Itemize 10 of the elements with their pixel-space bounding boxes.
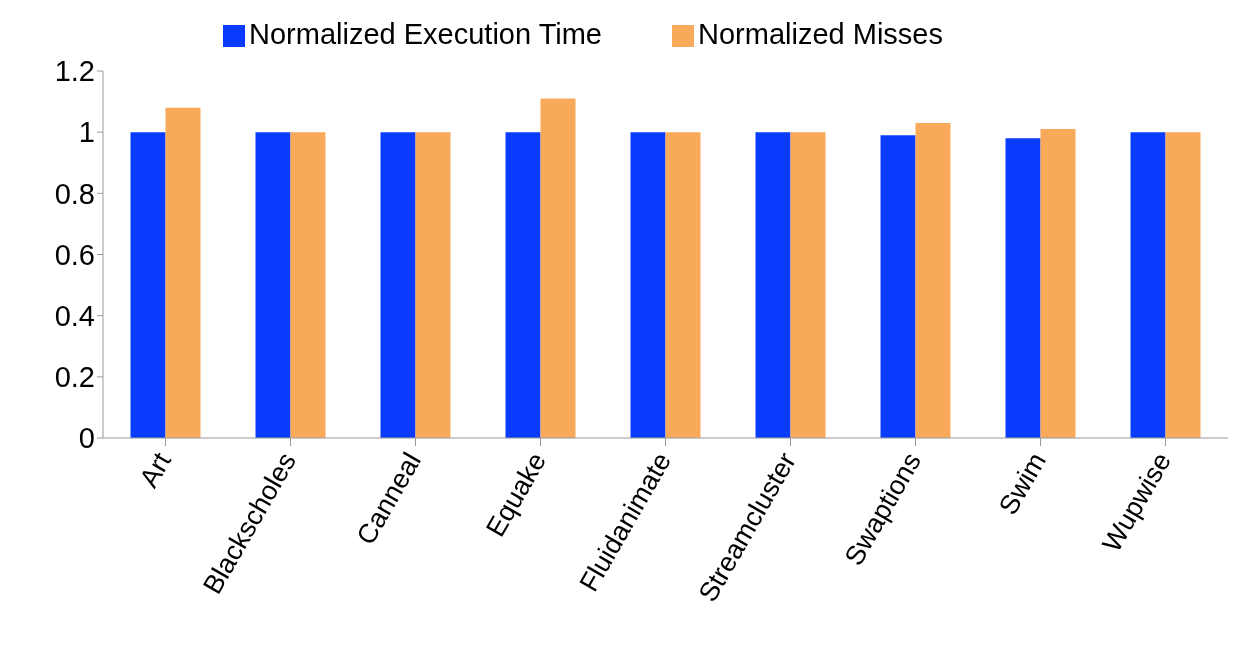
x-tick-label: Art xyxy=(133,447,178,493)
legend-label: Normalized Misses xyxy=(698,18,943,50)
y-tick-label: 1 xyxy=(78,116,95,149)
y-tick-label: 0.8 xyxy=(54,177,95,210)
y-tick-label: 0 xyxy=(78,422,95,455)
legend-label: Normalized Execution Time xyxy=(249,18,603,50)
y-tick-label: 0.6 xyxy=(54,238,95,271)
y-tick-label: 0.2 xyxy=(54,361,95,394)
y-tick-label: 1.2 xyxy=(54,55,95,88)
y-tick-label: 0.4 xyxy=(54,299,95,332)
